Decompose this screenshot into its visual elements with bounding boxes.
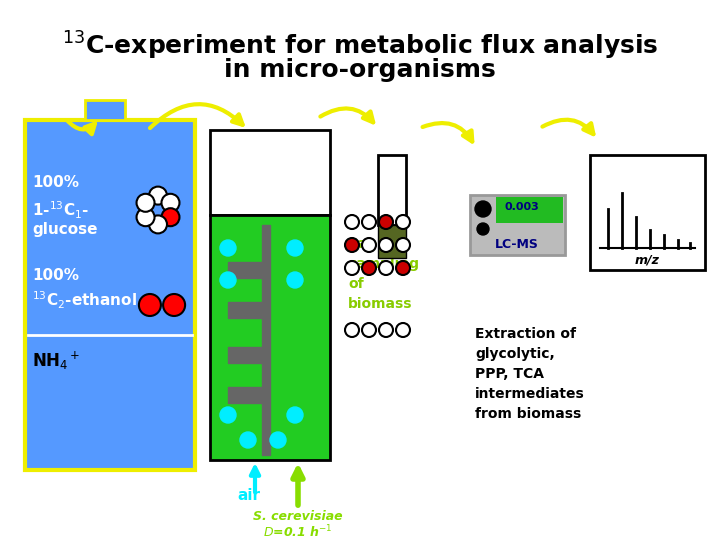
Circle shape: [287, 407, 303, 423]
Circle shape: [362, 261, 376, 275]
Text: Rapid: Rapid: [348, 237, 392, 251]
Bar: [262, 225, 270, 455]
Circle shape: [139, 294, 161, 316]
Bar: [470, 195, 565, 255]
Circle shape: [396, 215, 410, 229]
Bar: [378, 155, 406, 225]
Bar: [228, 347, 268, 363]
Circle shape: [345, 238, 359, 252]
Bar: [378, 225, 406, 258]
Text: intermediates: intermediates: [475, 387, 585, 401]
Text: 1-$^{13}$C$_1$-: 1-$^{13}$C$_1$-: [32, 200, 89, 221]
Circle shape: [270, 432, 286, 448]
Text: glucose: glucose: [32, 222, 97, 237]
Text: sampling: sampling: [348, 257, 419, 271]
Circle shape: [345, 323, 359, 337]
Text: glycolytic,: glycolytic,: [475, 347, 554, 361]
Circle shape: [137, 208, 155, 226]
Bar: [25, 120, 195, 470]
Circle shape: [220, 272, 236, 288]
Bar: [228, 262, 268, 278]
Circle shape: [287, 272, 303, 288]
Text: of: of: [348, 277, 364, 291]
Text: 100%: 100%: [32, 175, 79, 190]
Text: LC-MS: LC-MS: [495, 238, 539, 251]
Bar: [210, 130, 330, 215]
Circle shape: [161, 194, 179, 212]
Text: 100%: 100%: [32, 268, 79, 283]
Circle shape: [379, 261, 393, 275]
Text: $D$=0.1 h$^{-1}$: $D$=0.1 h$^{-1}$: [263, 524, 333, 540]
Text: m/z: m/z: [634, 253, 660, 267]
Circle shape: [287, 240, 303, 256]
Circle shape: [379, 238, 393, 252]
Bar: [210, 215, 330, 460]
Text: Extraction of: Extraction of: [475, 327, 576, 341]
Bar: [496, 197, 563, 223]
Circle shape: [362, 323, 376, 337]
Circle shape: [345, 261, 359, 275]
Circle shape: [362, 238, 376, 252]
Circle shape: [379, 323, 393, 337]
Text: PPP, TCA: PPP, TCA: [475, 367, 544, 381]
Text: $^{13}$C$_2$-ethanol: $^{13}$C$_2$-ethanol: [32, 290, 137, 312]
Text: NH$_4$$^+$: NH$_4$$^+$: [32, 350, 81, 372]
Circle shape: [137, 194, 155, 212]
Circle shape: [362, 215, 376, 229]
Text: from biomass: from biomass: [475, 407, 581, 421]
Circle shape: [396, 238, 410, 252]
Text: S. cerevisiae: S. cerevisiae: [253, 510, 343, 523]
Circle shape: [240, 432, 256, 448]
Circle shape: [220, 407, 236, 423]
Bar: [228, 387, 268, 403]
Circle shape: [475, 201, 491, 217]
Text: $^{13}$C-experiment for metabolic flux analysis: $^{13}$C-experiment for metabolic flux a…: [62, 30, 658, 62]
Bar: [85, 100, 125, 120]
Circle shape: [163, 294, 185, 316]
Text: air: air: [237, 488, 260, 503]
Text: 0.003: 0.003: [505, 202, 539, 212]
Circle shape: [161, 208, 179, 226]
Bar: [228, 302, 268, 318]
Circle shape: [345, 215, 359, 229]
Circle shape: [149, 187, 167, 205]
Circle shape: [477, 223, 489, 235]
Circle shape: [220, 240, 236, 256]
Circle shape: [379, 215, 393, 229]
Text: biomass: biomass: [348, 297, 413, 311]
Circle shape: [396, 323, 410, 337]
Circle shape: [396, 261, 410, 275]
Bar: [590, 155, 705, 270]
Text: in micro-organisms: in micro-organisms: [224, 58, 496, 82]
Circle shape: [149, 215, 167, 233]
